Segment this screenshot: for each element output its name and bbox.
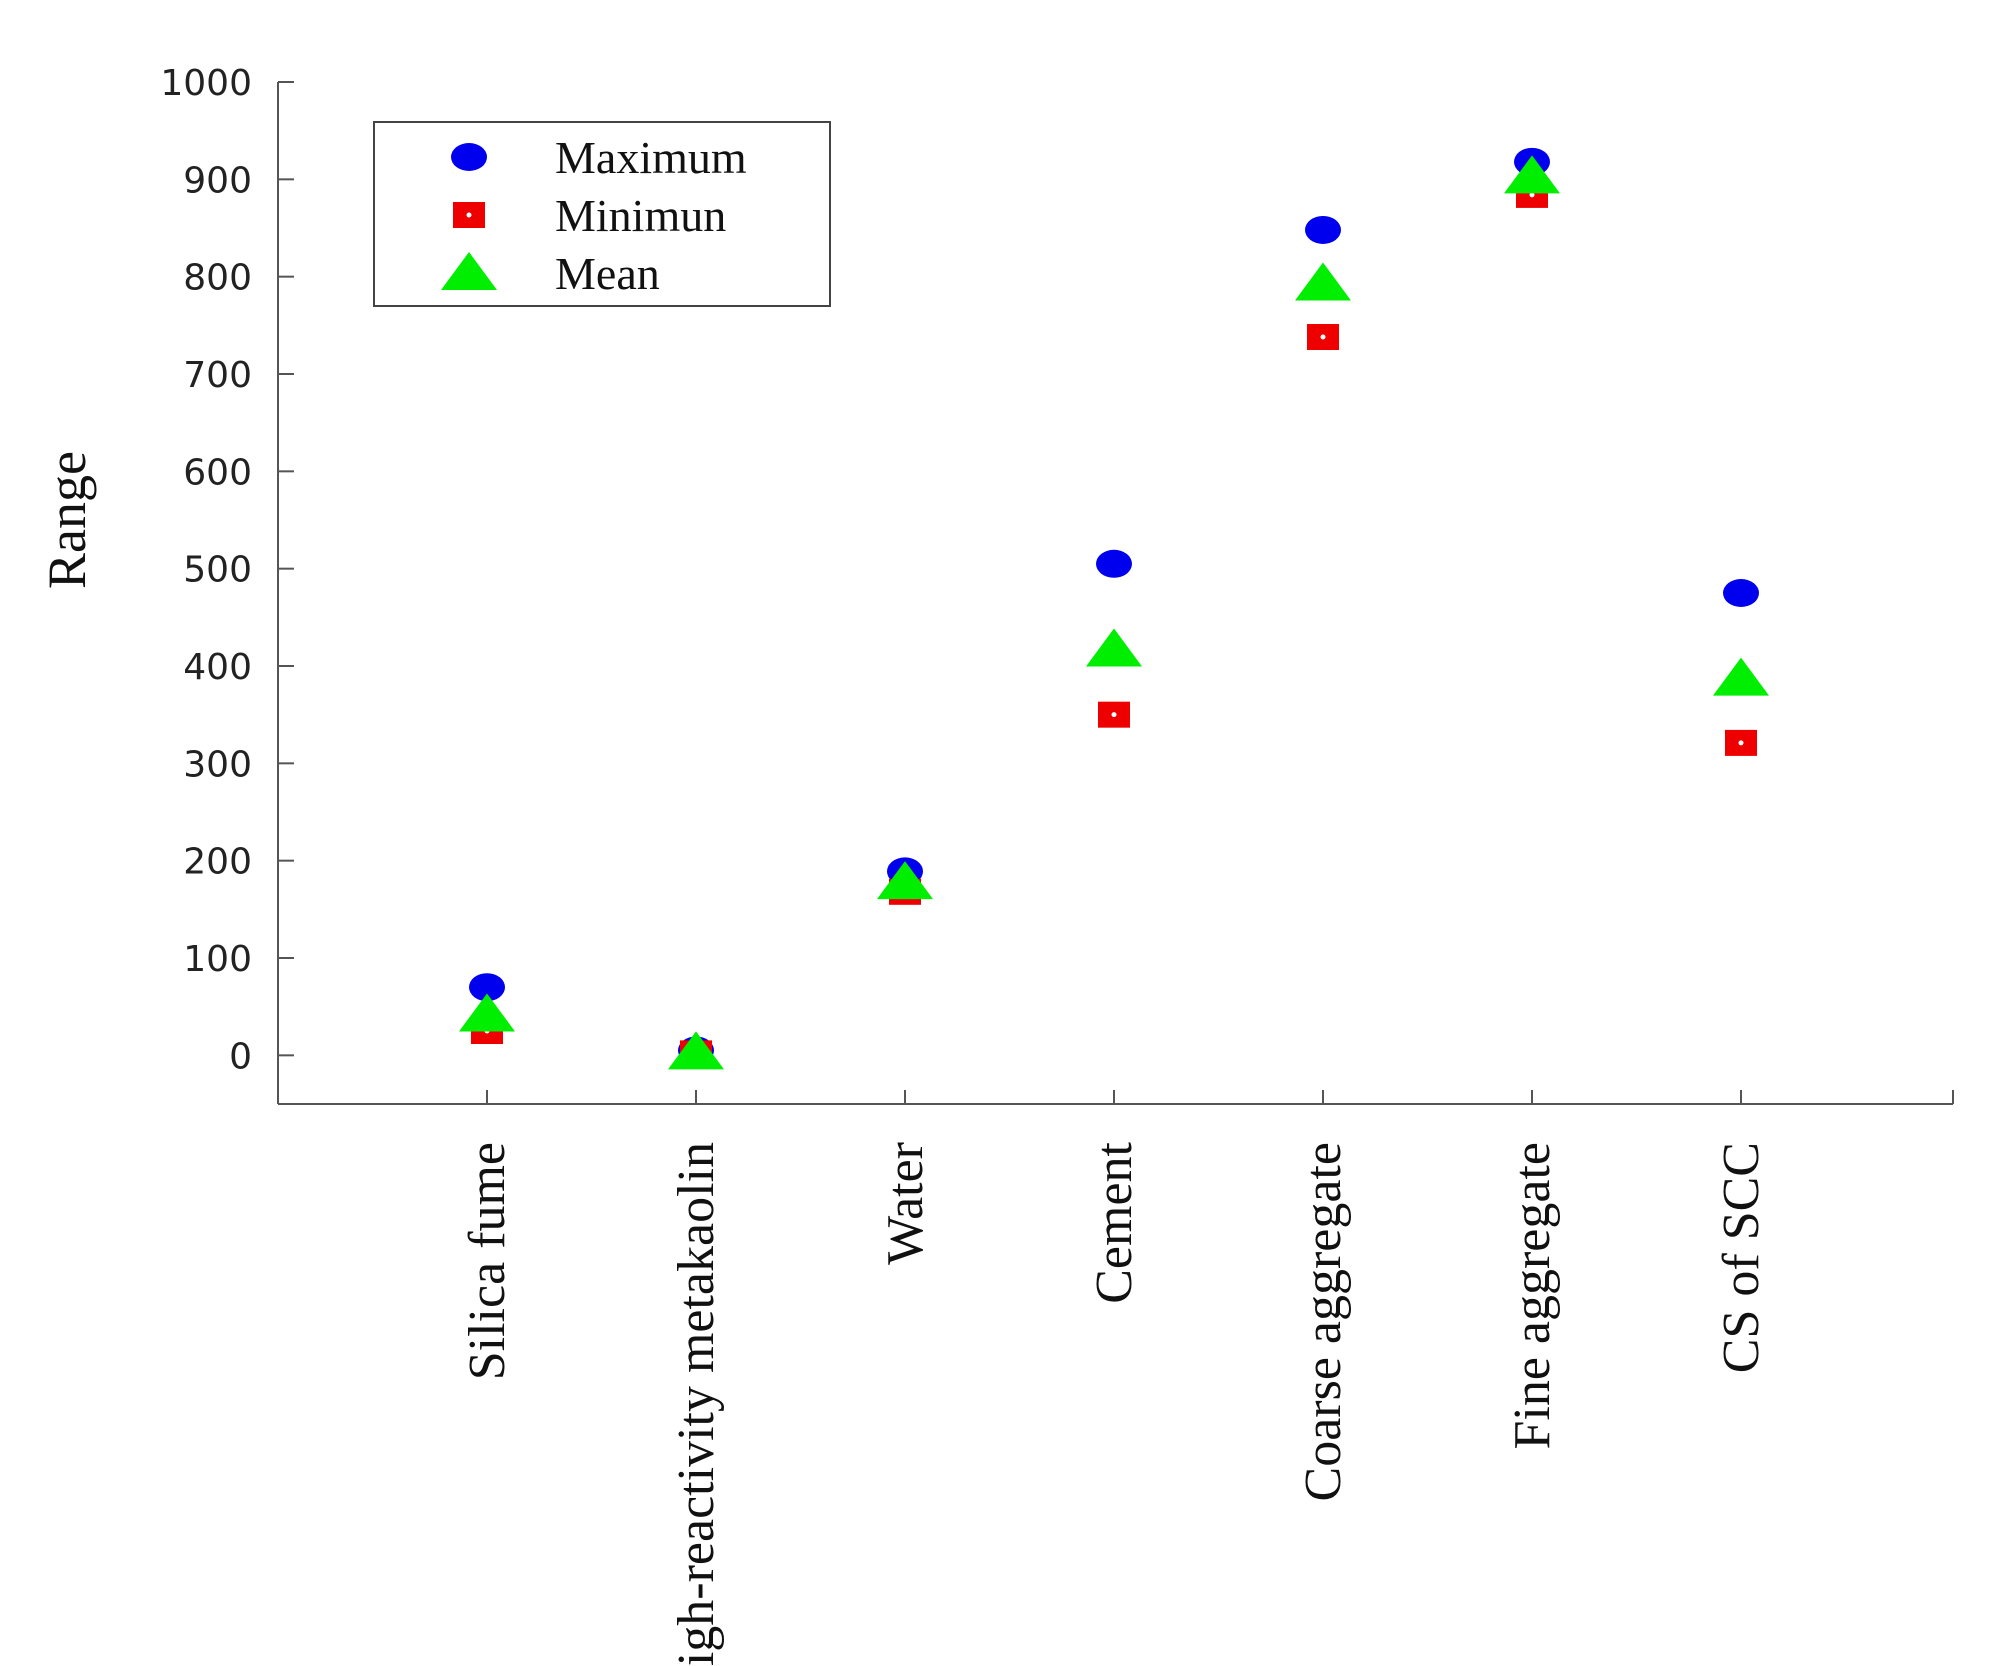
point-minimun-coarse-aggregate — [1307, 324, 1339, 351]
x-tick-label-fine-aggregate: Fine aggregate — [1504, 1142, 1561, 1450]
legend-label-minimun: Minimun — [555, 190, 726, 241]
x-tick-label-silica-fume: Silica fume — [459, 1142, 516, 1380]
legend-marker-mean — [441, 252, 497, 290]
x-tick-label-cs-of-scc: CS of SCC — [1713, 1142, 1770, 1373]
point-mean-cement — [1086, 628, 1142, 667]
x-tick-label-high-reactivity-metakaolin: High-reactivity metakaolin — [668, 1142, 725, 1666]
y-axis-label: Range — [37, 451, 97, 589]
y-tick-label: 900 — [183, 160, 252, 201]
point-maximum-cs-of-scc — [1723, 579, 1759, 607]
legend-label-mean: Mean — [555, 248, 660, 299]
y-tick-label: 500 — [183, 550, 252, 591]
point-maximum-silica-fume — [469, 973, 505, 1002]
x-tick-label-coarse-aggregate: Coarse aggregate — [1295, 1142, 1352, 1501]
y-tick-label: 0 — [229, 1036, 252, 1077]
x-tick-label-cement: Cement — [1086, 1141, 1143, 1303]
legend-box — [373, 121, 831, 307]
y-tick-label: 600 — [183, 452, 252, 493]
legend-marker-maximum — [451, 143, 487, 171]
y-tick-label: 1000 — [160, 63, 252, 104]
legend-label-maximum: Maximum — [555, 132, 747, 183]
data-markers — [459, 147, 1769, 1070]
y-ticks: 0 100 200 300 400 500 600 700 800 900 1000 — [160, 63, 294, 1077]
y-tick-label: 100 — [183, 939, 252, 980]
legend: Maximum Minimun Mean — [373, 121, 831, 307]
point-mean-cs-of-scc — [1713, 657, 1769, 696]
x-ticks: Silica fume High-reactivity metakaolin Wat… — [459, 1090, 1770, 1666]
point-mean-high-reactivity-metakaolin — [668, 1031, 724, 1070]
y-tick-label: 700 — [183, 355, 252, 396]
point-minimun-cement — [1098, 701, 1130, 728]
y-tick-label: 800 — [183, 258, 252, 299]
x-tick-label-water: Water — [877, 1142, 934, 1265]
y-tick-label: 200 — [183, 842, 252, 883]
point-maximum-coarse-aggregate — [1305, 215, 1341, 244]
y-tick-label: 400 — [183, 647, 252, 688]
point-minimun-cs-of-scc — [1725, 729, 1757, 756]
point-mean-fine-aggregate — [1504, 155, 1560, 194]
point-mean-coarse-aggregate — [1295, 262, 1351, 301]
axes — [277, 82, 1954, 1105]
point-mean-silica-fume — [459, 993, 515, 1032]
legend-marker-minimun — [453, 202, 485, 228]
y-tick-label: 300 — [183, 744, 252, 785]
point-maximum-cement — [1096, 549, 1132, 578]
point-mean-water — [877, 861, 933, 900]
